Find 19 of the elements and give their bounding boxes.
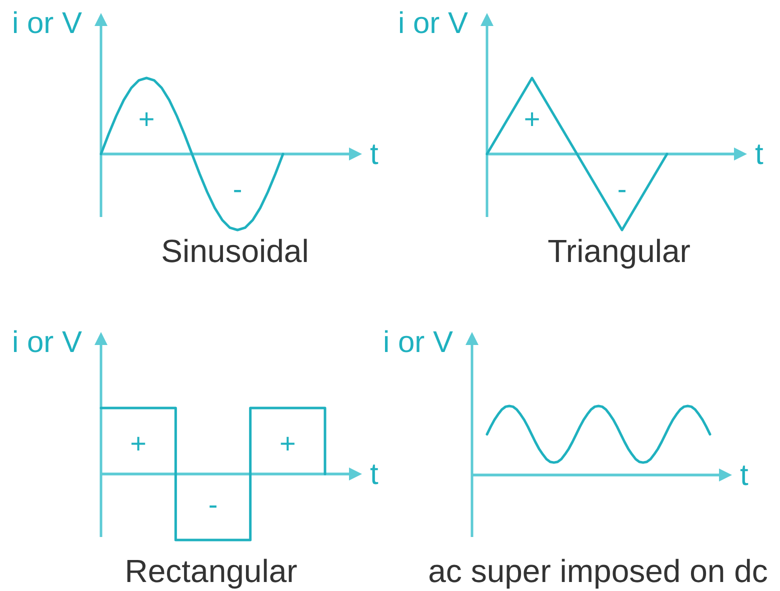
text: ac super imposed on dc xyxy=(428,553,768,589)
y-axis-title: i or V xyxy=(12,326,82,359)
y-axis-title: i or V xyxy=(12,7,82,40)
annotation: + xyxy=(130,428,147,460)
text: Rectangular xyxy=(124,553,298,589)
text: Triangular xyxy=(548,233,691,269)
y-axis-title: i or V xyxy=(398,7,468,40)
annotation: - xyxy=(617,173,627,204)
annotation: - xyxy=(232,173,242,204)
annotation: - xyxy=(208,488,218,520)
x-axis-title: t xyxy=(370,138,379,171)
x-axis-title: t xyxy=(370,458,379,491)
annotation: + xyxy=(138,104,155,135)
annotation: + xyxy=(279,428,296,460)
y-axis-title: i or V xyxy=(382,326,453,359)
annotation: + xyxy=(524,104,540,135)
text: Sinusoidal xyxy=(161,233,309,269)
x-axis-title: t xyxy=(740,459,749,492)
x-axis-title: t xyxy=(755,138,764,171)
